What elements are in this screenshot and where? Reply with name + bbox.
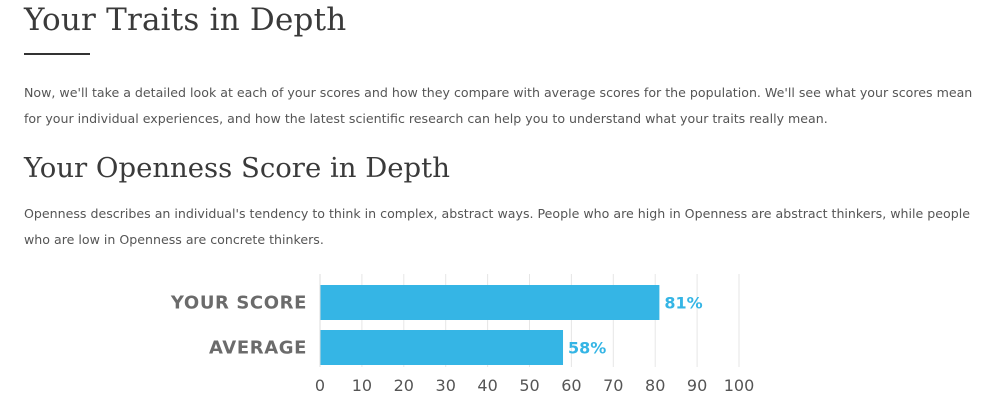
category-label: YOUR SCORE <box>170 293 307 314</box>
trait-description: Openness describes an individual's tende… <box>24 206 970 247</box>
x-tick-label: 20 <box>394 376 414 395</box>
x-tick-label: 100 <box>724 376 755 395</box>
section-title: Your Traits in Depth <box>24 2 347 38</box>
value-label: 58% <box>568 339 606 358</box>
x-tick-label: 70 <box>603 376 623 395</box>
x-tick-label: 10 <box>352 376 372 395</box>
x-tick-label: 90 <box>687 376 707 395</box>
title-divider <box>24 53 90 55</box>
x-tick-label: 80 <box>645 376 665 395</box>
x-tick-label: 0 <box>315 376 325 395</box>
x-tick-label: 50 <box>519 376 539 395</box>
bar <box>320 330 564 365</box>
bar <box>320 285 660 320</box>
category-label: AVERAGE <box>209 338 307 359</box>
x-tick-label: 40 <box>477 376 497 395</box>
trait-title: Your Openness Score in Depth <box>24 152 450 184</box>
x-tick-label: 60 <box>561 376 581 395</box>
value-label: 81% <box>664 294 702 313</box>
x-tick-label: 30 <box>436 376 456 395</box>
section-intro: Now, we'll take a detailed look at each … <box>24 85 973 126</box>
